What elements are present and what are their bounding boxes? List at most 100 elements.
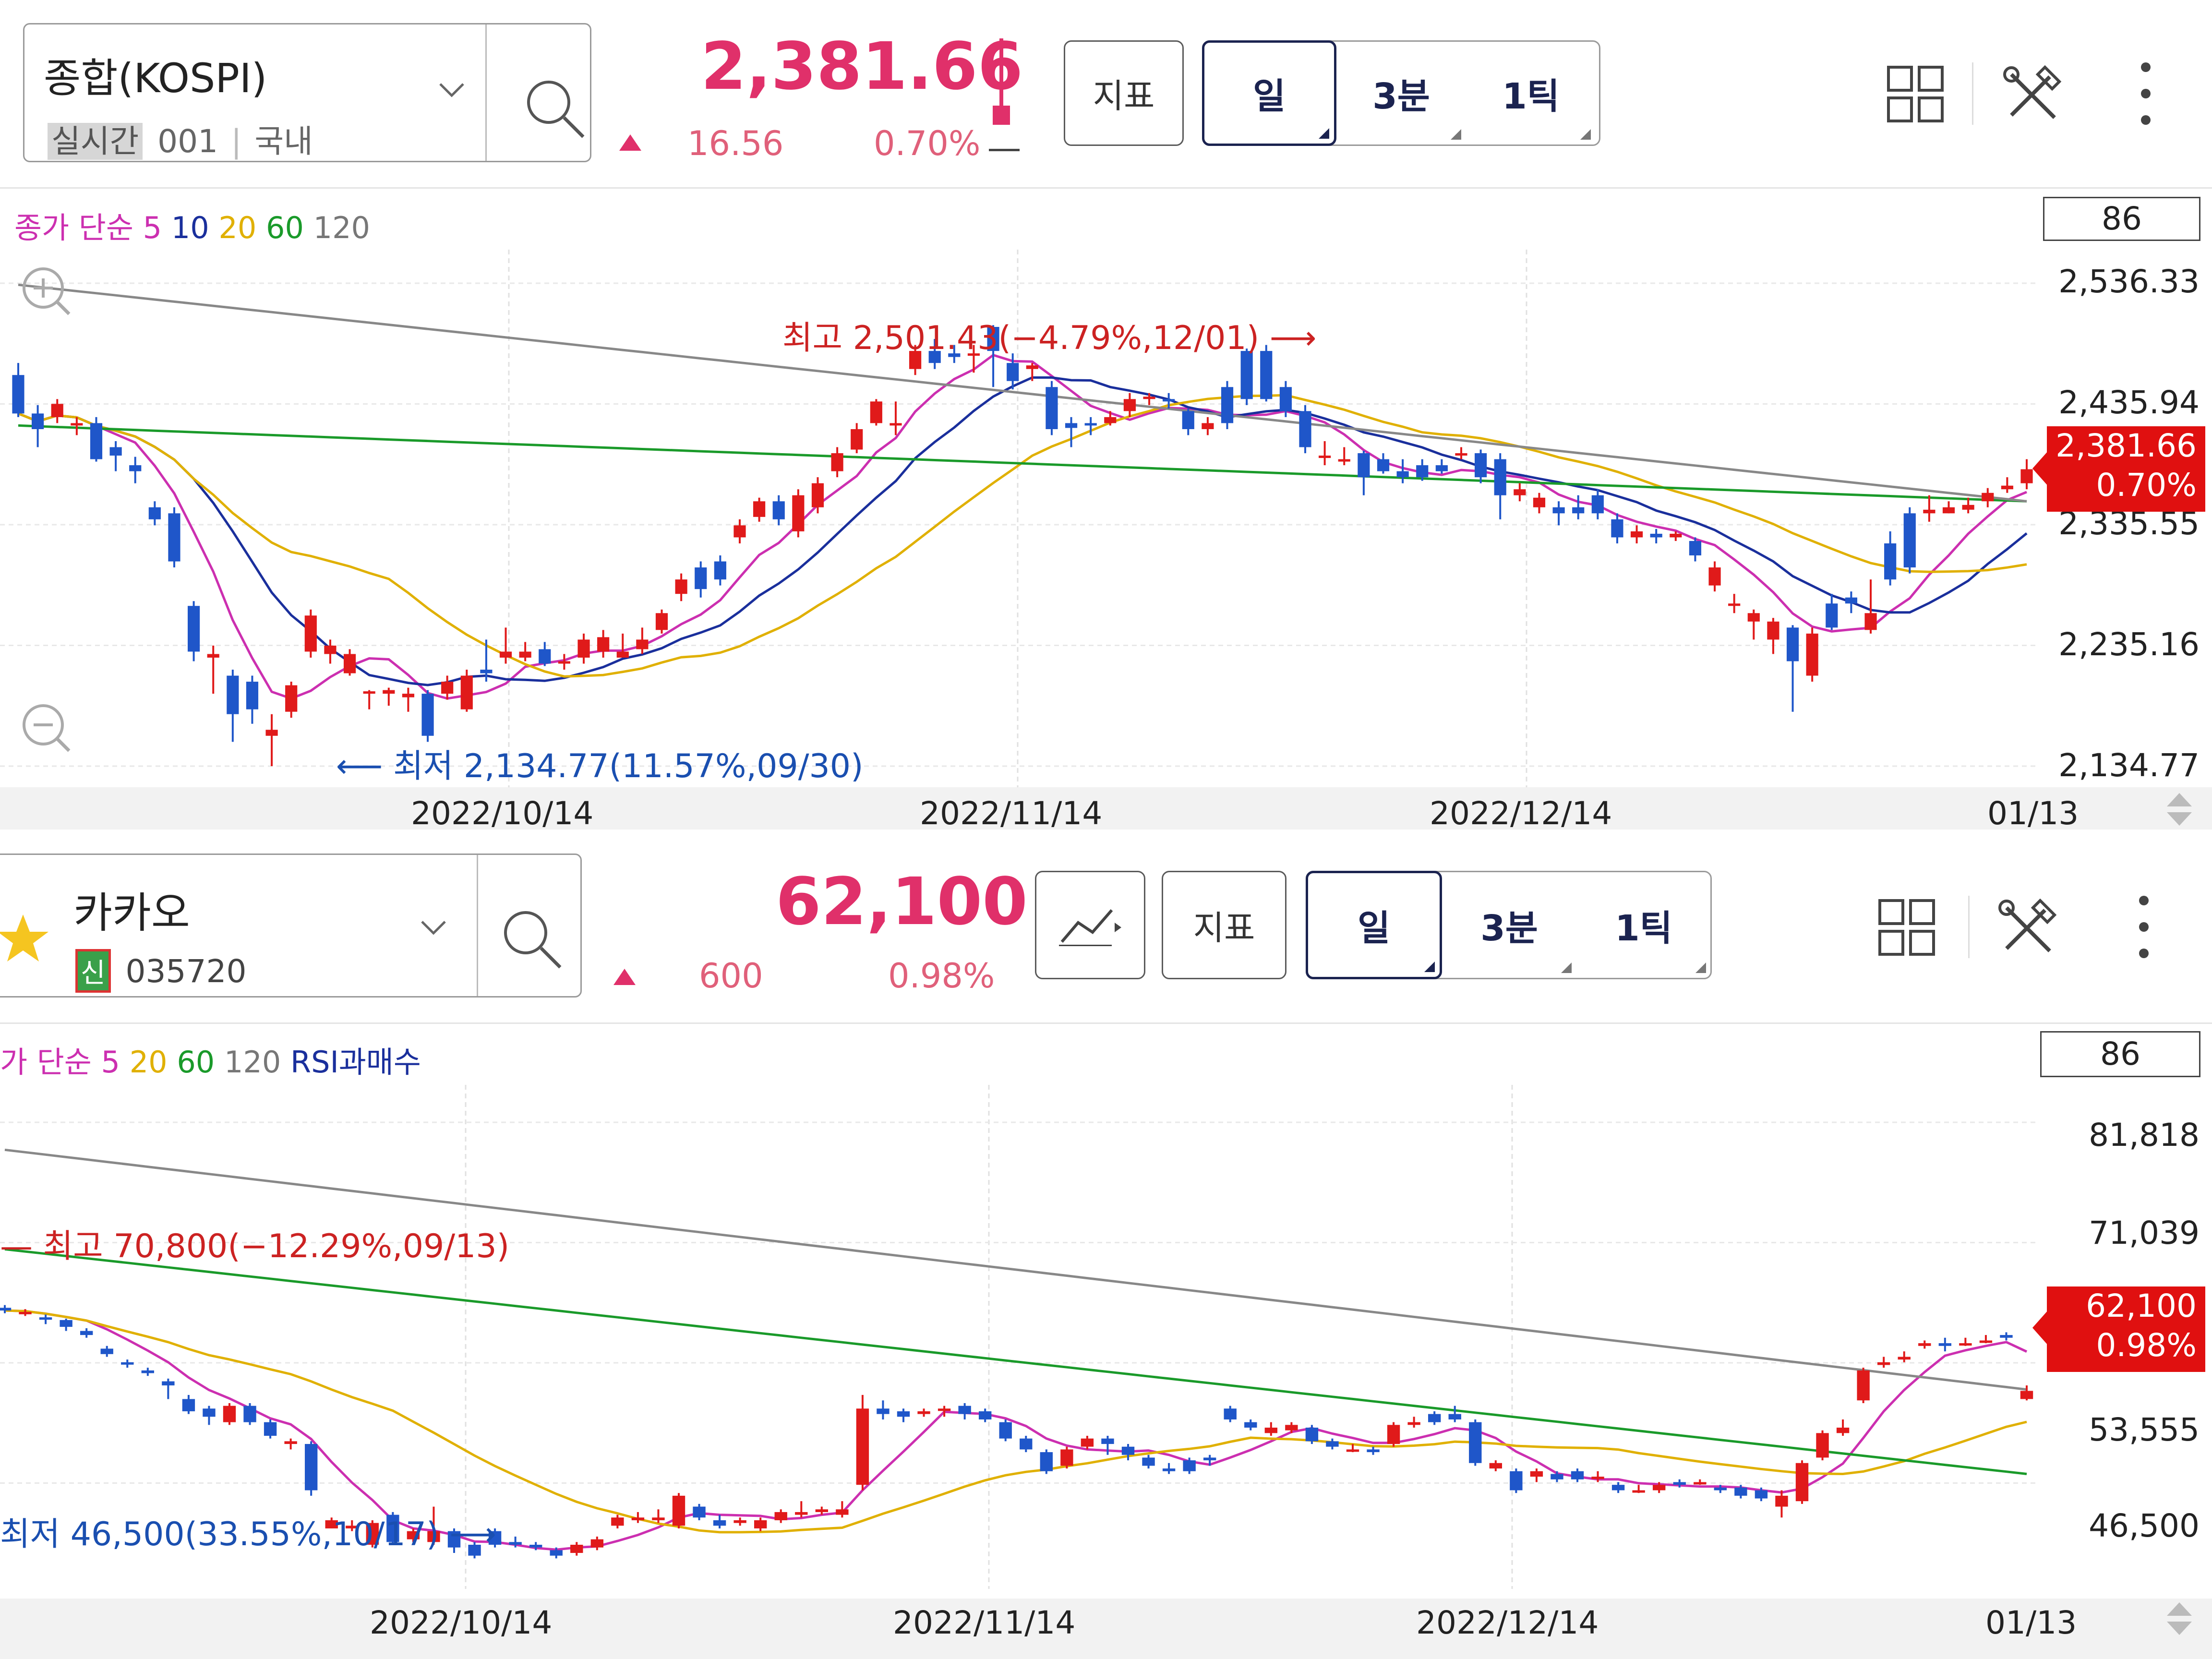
candle-body bbox=[1708, 567, 1721, 586]
more-vertical-icon[interactable] bbox=[2136, 58, 2155, 132]
kakao-chart[interactable] bbox=[0, 1085, 2035, 1589]
tab-3min[interactable]: 3분 bbox=[1336, 42, 1466, 144]
candle-body bbox=[2001, 485, 2013, 490]
candle-body bbox=[1319, 456, 1331, 458]
candle-body bbox=[285, 685, 298, 712]
candle-body bbox=[577, 639, 590, 658]
candle-count-box[interactable]: 86 bbox=[2040, 1031, 2200, 1077]
tools-icon[interactable] bbox=[1997, 896, 2059, 960]
high-annotation: 최고 2,501.43(−4.79%,12/01) ⟶ bbox=[782, 319, 1317, 357]
chevron-down-icon[interactable] bbox=[437, 77, 466, 103]
candle-body bbox=[967, 353, 980, 356]
candle-body bbox=[1734, 1487, 1747, 1496]
candle-body bbox=[499, 651, 512, 658]
x-tick: 2022/11/14 bbox=[893, 1604, 1076, 1641]
candle-body bbox=[51, 404, 63, 417]
ma-line-60 bbox=[18, 424, 2027, 503]
candle-body bbox=[1551, 1474, 1563, 1479]
candle-body bbox=[1552, 507, 1565, 514]
candle-body bbox=[383, 690, 395, 694]
resize-handle-icon[interactable] bbox=[2165, 791, 2194, 830]
search-icon[interactable] bbox=[524, 77, 586, 142]
indicator-button[interactable]: 지표 bbox=[1162, 871, 1286, 979]
candle-body bbox=[427, 1531, 440, 1542]
last-price-tag: 2,381.66 0.70% bbox=[2047, 426, 2205, 512]
candle-body bbox=[1571, 1471, 1584, 1479]
current-price: 62,100 bbox=[776, 864, 1028, 940]
ma-legend: 가 단순 5 20 60 120 RSI과매수 bbox=[0, 1038, 421, 1081]
candle-body bbox=[652, 1517, 665, 1520]
favorite-star-icon[interactable] bbox=[0, 913, 49, 967]
candle-body bbox=[636, 639, 649, 649]
candle-body bbox=[753, 501, 766, 517]
candle-body bbox=[1652, 1485, 1666, 1491]
candle-body bbox=[1448, 1414, 1461, 1419]
symbol-market: 국내 bbox=[254, 123, 313, 160]
candle-body bbox=[987, 327, 999, 351]
layout-grid-icon[interactable] bbox=[1878, 899, 1936, 958]
period-tabs: 일 3분 1틱 bbox=[1202, 40, 1600, 146]
candle-body bbox=[695, 567, 707, 589]
more-vertical-icon[interactable] bbox=[2134, 891, 2153, 965]
candle-body bbox=[1530, 1471, 1543, 1477]
change-percent: 0.70% bbox=[874, 124, 981, 163]
candle-body bbox=[815, 1509, 829, 1512]
tab-day[interactable]: 일 bbox=[1202, 40, 1336, 146]
chart-type-button[interactable] bbox=[1035, 871, 1145, 979]
candle-body bbox=[1747, 613, 1760, 622]
search-icon[interactable] bbox=[501, 908, 563, 972]
candle-body bbox=[1084, 423, 1097, 426]
candle-body bbox=[1714, 1487, 1727, 1491]
candle-body bbox=[831, 453, 843, 471]
candle-body bbox=[1305, 1428, 1319, 1442]
tab-day[interactable]: 일 bbox=[1306, 871, 1442, 979]
candle-body bbox=[509, 1542, 522, 1545]
tab-3min[interactable]: 3분 bbox=[1442, 872, 1576, 978]
candle-body bbox=[1240, 351, 1253, 399]
candle-body bbox=[1611, 519, 1623, 538]
candle-body bbox=[714, 561, 726, 580]
candle-body bbox=[1123, 399, 1136, 411]
candle-body bbox=[1416, 465, 1429, 478]
tab-1tick[interactable]: 1틱 bbox=[1576, 872, 1711, 978]
candle-body bbox=[774, 1512, 787, 1520]
current-price: 2,381.66 bbox=[701, 29, 1023, 105]
tab-1tick[interactable]: 1틱 bbox=[1466, 42, 1596, 144]
kospi-chart[interactable] bbox=[0, 250, 2035, 787]
resize-handle-icon[interactable] bbox=[2165, 1600, 2194, 1639]
candle-body bbox=[1767, 621, 1779, 640]
candle-body bbox=[675, 579, 687, 594]
candle-body bbox=[1202, 423, 1214, 429]
candle-body bbox=[1428, 1414, 1441, 1422]
candle-body bbox=[1816, 1433, 1829, 1458]
symbol-name: 카카오 bbox=[73, 888, 190, 938]
zoom-in-icon[interactable] bbox=[19, 264, 72, 319]
low-annotation: 최저 46,500(33.55%,10/17) ⟶ bbox=[0, 1515, 496, 1553]
candle-body bbox=[12, 375, 24, 414]
candle-body bbox=[1046, 387, 1058, 429]
symbol-selector[interactable]: 카카오 신 035720 bbox=[0, 854, 582, 998]
candle-body bbox=[948, 353, 961, 357]
zoom-out-icon[interactable] bbox=[19, 701, 72, 756]
candle-body bbox=[1104, 417, 1117, 423]
layout-grid-icon[interactable] bbox=[1887, 65, 1944, 125]
candle-body bbox=[1121, 1446, 1135, 1455]
candle-body bbox=[1244, 1422, 1257, 1428]
symbol-selector[interactable]: 종합(KOSPI) 실시간 001 | 국내 bbox=[23, 23, 591, 162]
candle-body bbox=[1923, 509, 1936, 514]
candle-body bbox=[488, 1531, 502, 1545]
candle-body bbox=[468, 1545, 481, 1556]
candle-body bbox=[421, 694, 434, 736]
tools-icon[interactable] bbox=[2002, 62, 2064, 127]
candle-body bbox=[407, 1531, 420, 1539]
candle-body bbox=[0, 1308, 12, 1311]
candle-body bbox=[1326, 1441, 1339, 1447]
indicator-button[interactable]: 지표 bbox=[1064, 40, 1184, 146]
candle-count-box[interactable]: 86 bbox=[2043, 197, 2200, 241]
ma-line-5 bbox=[18, 353, 2027, 700]
candle-body bbox=[100, 1348, 113, 1354]
candle-body bbox=[1396, 471, 1409, 478]
candle-body bbox=[284, 1441, 297, 1444]
candle-body bbox=[713, 1520, 726, 1526]
chevron-down-icon[interactable] bbox=[419, 915, 448, 941]
